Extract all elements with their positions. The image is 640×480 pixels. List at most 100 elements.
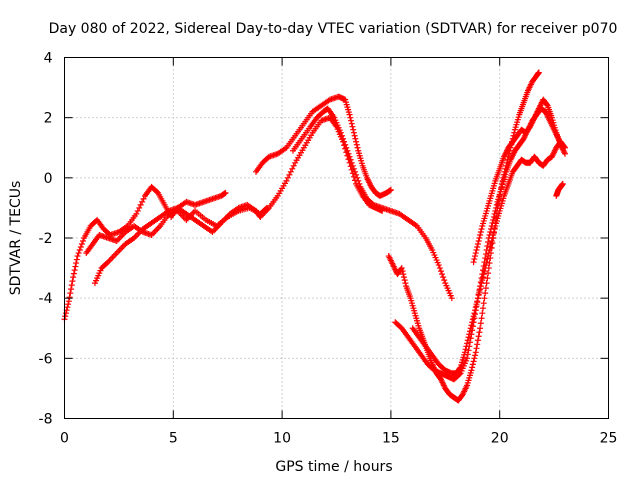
data-point [441,277,448,284]
data-point [478,225,485,232]
data-point [482,285,489,292]
data-point [477,231,484,238]
data-point [472,349,479,356]
data-point [474,341,481,348]
data-point [476,329,483,336]
data-point [355,177,362,184]
data-point [340,135,347,142]
data-point [399,268,406,275]
data-point [356,180,363,187]
data-point [470,358,477,365]
data-point [493,201,500,208]
y-tick-label: 4 [44,51,53,67]
data-point [349,162,356,169]
data-point [475,333,482,340]
data-point [401,277,408,284]
data-point [467,325,474,332]
data-point [543,101,550,108]
data-point [73,260,80,267]
data-point [62,310,69,317]
data-point [482,265,489,272]
data-point [351,132,358,139]
data-point [348,159,355,166]
data-point [284,174,291,181]
data-point [74,253,81,260]
chart-title: Day 080 of 2022, Sidereal Day-to-day VTE… [49,21,618,37]
x-tick-label: 5 [169,431,178,447]
data-point [473,345,480,352]
data-point [471,355,478,362]
data-point [473,301,480,308]
data-point [346,153,353,160]
y-tick-label: -6 [39,351,53,367]
data-point [65,298,72,305]
data-point [68,282,75,289]
data-point [481,268,488,275]
data-point [456,365,463,372]
data-point [477,228,484,235]
data-point [483,259,490,266]
data-point [466,328,473,335]
data-point [478,280,485,287]
x-tick-label: 0 [60,431,69,447]
data-point [464,337,471,344]
data-point [477,325,484,332]
data-point [72,263,79,270]
data-point [465,347,472,354]
data-point [476,235,483,241]
data-point [477,286,484,293]
data-point [469,319,476,326]
data-point [484,275,491,282]
data-point [140,195,147,202]
data-marks [61,69,568,404]
data-point [468,367,475,374]
x-axis-label: GPS time / hours [275,459,392,475]
data-point [480,271,487,278]
data-point [477,320,484,327]
data-point [472,352,479,359]
data-point [436,265,443,272]
x-tick-label: 20 [491,431,509,447]
data-point [70,270,77,277]
data-point [491,225,498,232]
data-point [351,168,358,175]
data-point [65,301,72,308]
y-tick-label: -2 [39,231,53,247]
x-tick-labels: 0 5 10 15 20 25 [60,431,617,447]
grid-lines [64,57,609,419]
data-point [448,295,455,302]
x-tick-label: 10 [273,431,291,447]
data-point [475,292,482,299]
data-point [354,144,361,151]
data-point [222,189,229,196]
data-point [64,304,71,311]
data-point [482,262,489,269]
data-point [153,188,160,195]
data-point [535,69,542,76]
data-point [345,150,352,157]
series-track-j [553,180,566,199]
data-point [490,228,497,235]
axis-ticks [64,57,609,419]
data-point [486,260,493,267]
data-point [489,235,496,241]
data-point [464,340,471,347]
data-point [354,174,361,181]
data-point [133,210,140,217]
data-point [343,144,350,151]
data-point [435,262,442,269]
data-point [464,355,471,362]
data-point [474,298,481,305]
data-point [338,132,345,139]
data-point [289,165,296,172]
data-point [474,241,481,248]
data-point [137,201,144,208]
data-point [488,238,495,245]
data-point [466,331,473,338]
data-point [400,271,407,278]
data-point [472,307,479,314]
data-point [485,270,492,277]
data-point [70,274,77,281]
data-point [485,250,492,257]
